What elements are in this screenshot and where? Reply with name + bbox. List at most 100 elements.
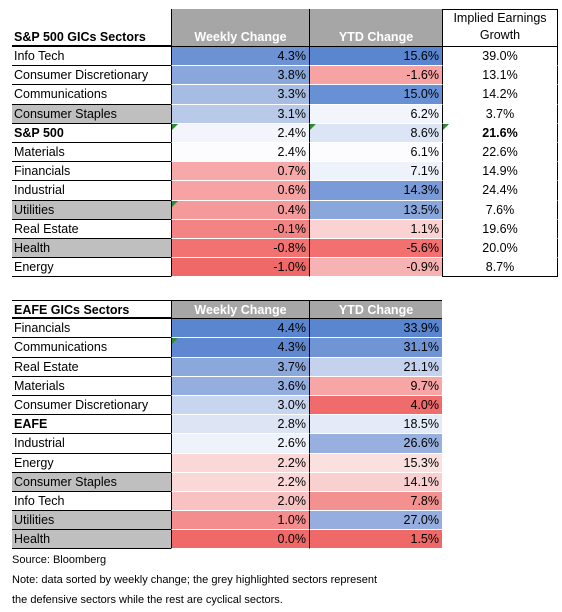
methodology-note-line-1: Note: data sorted by weekly change; the … bbox=[12, 574, 378, 586]
sector-name-cell: Communications bbox=[12, 338, 171, 358]
ytd-change-cell: -1.6% bbox=[309, 66, 442, 86]
sector-name-cell: Energy bbox=[12, 454, 171, 473]
sector-name-cell: S&P 500 bbox=[12, 124, 171, 143]
ytd-change-cell: 31.1% bbox=[309, 338, 442, 358]
sector-name-cell: Consumer Discretionary bbox=[12, 66, 171, 86]
weekly-change-cell: 4.3% bbox=[171, 47, 309, 67]
weekly-change-cell: 0.6% bbox=[171, 181, 309, 201]
weekly-change-cell: 2.2% bbox=[171, 453, 309, 473]
ytd-change-cell: 15.3% bbox=[309, 453, 442, 473]
eafe-sectors-table: EAFE GICs Sectors Weekly Change YTD Chan… bbox=[12, 300, 442, 550]
weekly-change-cell: 1.0% bbox=[171, 511, 309, 531]
sector-name-cell: Energy bbox=[12, 258, 171, 278]
sector-name-cell: Financials bbox=[12, 319, 171, 339]
sector-name-cell: Communications bbox=[12, 85, 171, 105]
table-row: Info Tech 2.0% 7.8% bbox=[12, 491, 442, 512]
weekly-change-cell: 3.1% bbox=[171, 104, 309, 124]
sector-name-cell: Consumer Staples bbox=[12, 472, 171, 492]
table-row: Communications 3.3% 15.0% 14.2% bbox=[12, 85, 558, 105]
eafe-sector-header: EAFE GICs Sectors bbox=[12, 300, 171, 320]
source-note: Source: Bloomberg bbox=[12, 554, 107, 566]
weekly-change-cell: 3.7% bbox=[171, 357, 309, 377]
sector-name-cell: Real Estate bbox=[12, 220, 171, 239]
weekly-change-cell: 2.2% bbox=[171, 472, 309, 492]
table-row: Real Estate 3.7% 21.1% bbox=[12, 357, 442, 377]
sp500-weekly-header: Weekly Change bbox=[171, 9, 309, 47]
sector-name-cell: Health bbox=[12, 530, 171, 550]
weekly-change-cell: 2.4% bbox=[171, 142, 309, 163]
eafe-header-row: EAFE GICs Sectors Weekly Change YTD Chan… bbox=[12, 300, 442, 320]
table-row: Utilities 1.0% 27.0% bbox=[12, 511, 442, 531]
sector-name-cell: Utilities bbox=[12, 200, 171, 220]
sp500-sector-header: S&P 500 GICs Sectors bbox=[12, 9, 171, 47]
implied-earnings-cell: 3.7% bbox=[442, 104, 558, 124]
ytd-change-cell: 4.0% bbox=[309, 395, 442, 416]
ytd-change-cell: 18.5% bbox=[309, 415, 442, 435]
ytd-change-cell: 1.5% bbox=[309, 530, 442, 550]
ytd-change-cell: -0.9% bbox=[309, 258, 442, 278]
sector-name-cell: Real Estate bbox=[12, 358, 171, 377]
table-row: Consumer Discretionary 3.0% 4.0% bbox=[12, 395, 442, 416]
table-row: Materials 2.4% 6.1% 22.6% bbox=[12, 142, 558, 163]
ytd-change-cell: 8.6% bbox=[309, 123, 442, 143]
ytd-change-cell: 6.1% bbox=[309, 142, 442, 163]
table-row: Industrial 2.6% 26.6% bbox=[12, 434, 442, 454]
implied-earnings-cell: 20.0% bbox=[442, 238, 558, 259]
table-row: Energy 2.2% 15.3% bbox=[12, 453, 442, 473]
ytd-change-cell: 9.7% bbox=[309, 376, 442, 396]
sp500-header-row: S&P 500 GICs Sectors Weekly Change YTD C… bbox=[12, 9, 558, 47]
implied-earnings-cell: 8.7% bbox=[442, 258, 558, 278]
table-row: Real Estate -0.1% 1.1% 19.6% bbox=[12, 219, 558, 239]
sector-name-cell: Health bbox=[12, 238, 171, 259]
ytd-change-cell: 14.1% bbox=[309, 472, 442, 492]
ytd-change-cell: 33.9% bbox=[309, 319, 442, 339]
weekly-change-cell: -0.1% bbox=[171, 219, 309, 239]
ytd-change-cell: 7.1% bbox=[309, 162, 442, 182]
sector-name-cell: Info Tech bbox=[12, 47, 171, 67]
table-row: Energy -1.0% -0.9% 8.7% bbox=[12, 258, 558, 278]
footnotes: Source: Bloomberg Note: data sorted by w… bbox=[12, 550, 377, 610]
table-row: Financials 4.4% 33.9% bbox=[12, 319, 442, 339]
sp500-table-body: Info Tech 4.3% 15.6% 39.0% Consumer Discreti… bbox=[12, 47, 558, 278]
table-row: Info Tech 4.3% 15.6% 39.0% bbox=[12, 47, 558, 67]
implied-earnings-cell: 24.4% bbox=[442, 181, 558, 201]
sector-name-cell: Consumer Staples bbox=[12, 104, 171, 124]
ytd-change-cell: 7.8% bbox=[309, 491, 442, 512]
table-row: Communications 4.3% 31.1% bbox=[12, 338, 442, 358]
methodology-note-line-2: the defensive sectors while the rest are… bbox=[12, 594, 283, 606]
weekly-change-cell: 4.4% bbox=[171, 319, 309, 339]
weekly-change-cell: 0.0% bbox=[171, 530, 309, 550]
eafe-table-body: Financials 4.4% 33.9% Communications 4.3% 31.… bbox=[12, 319, 442, 550]
weekly-change-cell: 4.3% bbox=[171, 338, 309, 358]
ytd-change-cell: 27.0% bbox=[309, 511, 442, 531]
implied-earnings-cell: 14.9% bbox=[442, 162, 558, 182]
ytd-change-cell: 13.5% bbox=[309, 200, 442, 220]
weekly-change-cell: 2.6% bbox=[171, 434, 309, 454]
ytd-change-cell: 21.1% bbox=[309, 357, 442, 377]
ytd-change-cell: 15.6% bbox=[309, 47, 442, 67]
ytd-change-cell: 26.6% bbox=[309, 434, 442, 454]
ytd-change-cell: 14.3% bbox=[309, 181, 442, 201]
sector-name-cell: Consumer Discretionary bbox=[12, 396, 171, 416]
sector-name-cell: Info Tech bbox=[12, 492, 171, 512]
weekly-change-cell: 3.0% bbox=[171, 395, 309, 416]
weekly-change-cell: 0.4% bbox=[171, 200, 309, 220]
weekly-change-cell: -0.8% bbox=[171, 238, 309, 259]
eafe-ytd-header: YTD Change bbox=[309, 300, 442, 320]
weekly-change-cell: 3.8% bbox=[171, 66, 309, 86]
sp500-ytd-header: YTD Change bbox=[309, 9, 442, 47]
weekly-change-cell: 2.8% bbox=[171, 415, 309, 435]
sector-name-cell: Industrial bbox=[12, 181, 171, 201]
ytd-change-cell: 1.1% bbox=[309, 219, 442, 239]
table-row: Health 0.0% 1.5% bbox=[12, 530, 442, 550]
weekly-change-cell: 3.3% bbox=[171, 85, 309, 105]
implied-earnings-cell: 39.0% bbox=[442, 47, 558, 67]
sector-name-cell: Industrial bbox=[12, 434, 171, 454]
table-row: Materials 3.6% 9.7% bbox=[12, 376, 442, 396]
implied-earnings-header: Implied Earnings Growth bbox=[442, 9, 558, 47]
table-row: Consumer Staples 3.1% 6.2% 3.7% bbox=[12, 104, 558, 124]
weekly-change-cell: -1.0% bbox=[171, 258, 309, 278]
ytd-change-cell: -5.6% bbox=[309, 238, 442, 259]
implied-earnings-cell: 13.1% bbox=[442, 66, 558, 86]
sector-name-cell: EAFE bbox=[12, 415, 171, 435]
